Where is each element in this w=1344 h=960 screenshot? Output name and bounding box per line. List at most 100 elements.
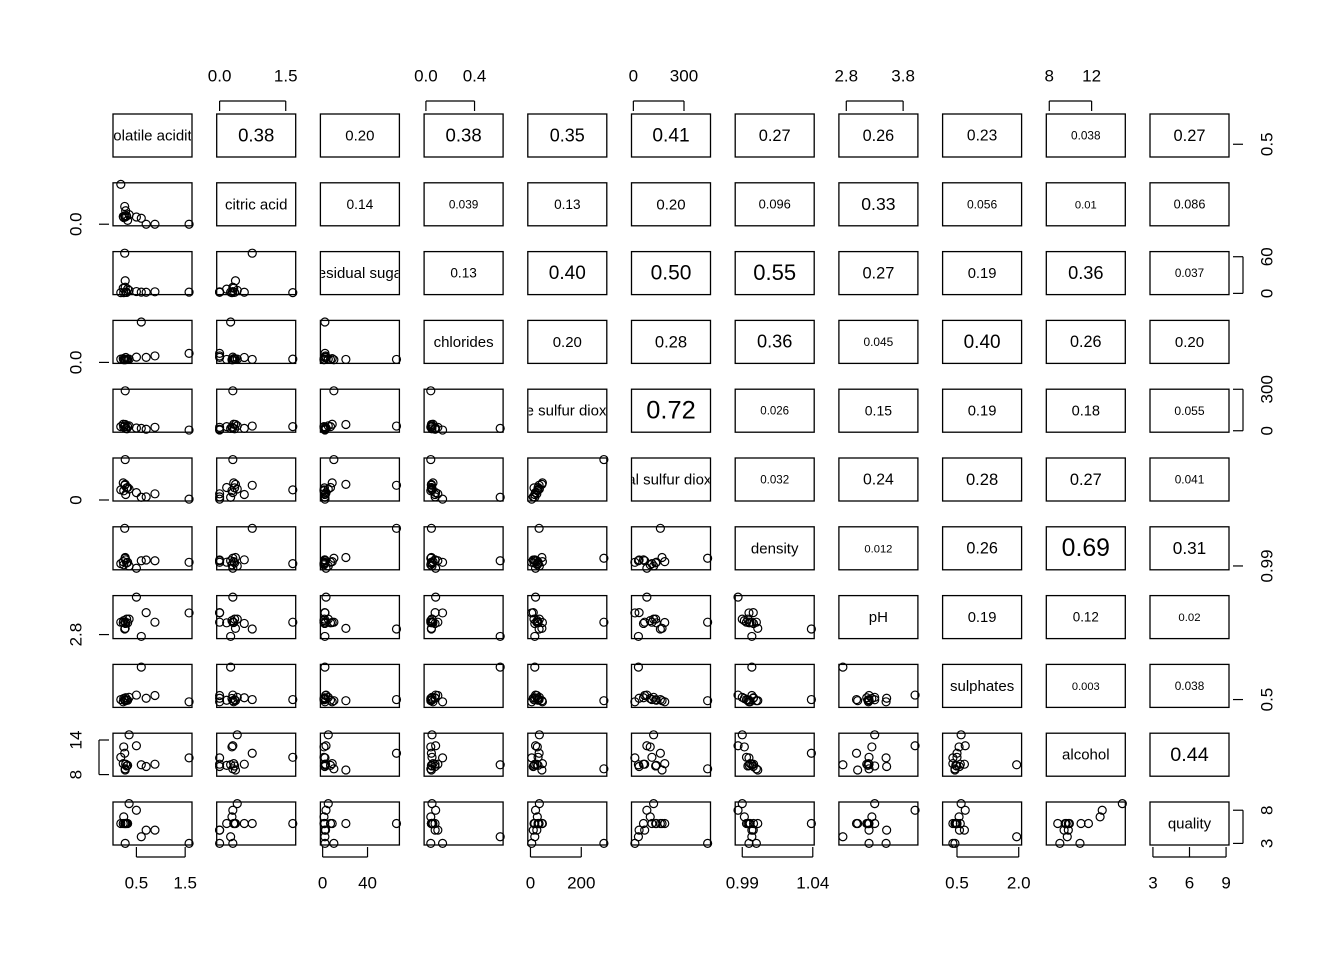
- point: [341, 354, 351, 365]
- point: [426, 764, 436, 774]
- point: [247, 523, 257, 533]
- panel-frame: [423, 732, 504, 777]
- point: [751, 617, 761, 627]
- point: [319, 694, 329, 705]
- point: [131, 592, 142, 602]
- point: [184, 557, 194, 567]
- point: [952, 748, 962, 758]
- panel-frame: [112, 319, 193, 365]
- point: [329, 617, 339, 627]
- point: [227, 616, 237, 626]
- point: [1062, 832, 1072, 842]
- point: [141, 555, 151, 565]
- point: [647, 559, 657, 569]
- point: [426, 454, 436, 465]
- point: [537, 818, 548, 829]
- panel-frame: [527, 457, 608, 502]
- panel-frame: [838, 250, 919, 296]
- point: [215, 838, 225, 849]
- point: [228, 741, 238, 751]
- point: [131, 741, 142, 751]
- point: [239, 489, 249, 500]
- point: [319, 818, 329, 829]
- panel-frame: [734, 526, 815, 571]
- correlation-label: 0.039: [449, 197, 479, 211]
- point: [737, 730, 747, 740]
- point: [651, 818, 661, 829]
- point: [226, 662, 236, 672]
- point: [1083, 818, 1094, 829]
- y-tick-label: 0.0: [66, 212, 85, 236]
- point: [184, 348, 194, 358]
- point: [136, 492, 146, 502]
- correlation-label: 0.02: [1178, 612, 1200, 624]
- point: [733, 592, 743, 602]
- panel-frame: [423, 319, 504, 365]
- panel-frame: [734, 250, 815, 296]
- panel-frame: [1149, 732, 1230, 777]
- panel-frame: [527, 113, 608, 158]
- correlation-label: 0.20: [345, 127, 374, 144]
- point: [329, 386, 339, 396]
- panel-frame: [527, 250, 608, 296]
- point: [325, 695, 336, 705]
- point: [323, 798, 333, 809]
- point: [229, 818, 239, 829]
- point: [530, 690, 541, 700]
- variable-name: volatile acidity: [106, 127, 200, 144]
- panel-frame: [838, 594, 919, 640]
- panel-frame: [423, 457, 504, 502]
- panel-frame: [1149, 182, 1230, 227]
- point: [599, 838, 609, 849]
- point: [427, 614, 437, 624]
- correlation-label: 0.41: [652, 126, 689, 147]
- panel-frame: [1045, 594, 1126, 640]
- correlation-label: 0.037: [1175, 267, 1204, 280]
- point: [136, 662, 146, 672]
- correlation-label: 0.23: [967, 128, 997, 145]
- point: [247, 624, 257, 634]
- panel-frame: [423, 182, 504, 227]
- point: [838, 832, 848, 842]
- correlation-label: 0.19: [968, 404, 997, 420]
- point: [136, 213, 146, 223]
- panel-frame: [527, 732, 608, 777]
- point: [321, 592, 331, 602]
- point: [881, 697, 891, 707]
- point: [228, 690, 238, 700]
- point: [649, 561, 659, 571]
- panel-frame: [423, 801, 504, 846]
- point: [633, 662, 644, 672]
- point: [232, 798, 242, 809]
- panel-frame: [838, 182, 919, 227]
- x-tick-label: 9: [1221, 873, 1230, 892]
- point: [655, 523, 665, 533]
- point: [116, 694, 126, 705]
- point: [319, 354, 329, 364]
- point: [533, 752, 543, 762]
- panel-frame: [630, 388, 712, 433]
- point: [647, 752, 657, 762]
- panel-frame: [630, 457, 712, 502]
- point: [952, 818, 962, 829]
- point: [232, 692, 242, 702]
- point: [642, 805, 652, 815]
- point: [226, 832, 236, 842]
- panel-frame: [630, 732, 712, 777]
- point: [747, 832, 757, 842]
- correlation-label: 0.038: [1071, 129, 1101, 143]
- point: [851, 694, 862, 705]
- correlation-label: 0.26: [966, 540, 998, 558]
- point: [530, 662, 540, 672]
- point: [391, 523, 402, 533]
- point: [853, 696, 863, 706]
- point: [870, 798, 880, 809]
- point: [649, 692, 659, 702]
- panel-frame: [112, 801, 193, 846]
- point: [532, 812, 542, 822]
- point: [323, 421, 333, 431]
- point: [649, 798, 659, 809]
- panel-frame: [1149, 457, 1230, 502]
- correlation-label: 0.26: [863, 127, 895, 145]
- point: [150, 825, 160, 835]
